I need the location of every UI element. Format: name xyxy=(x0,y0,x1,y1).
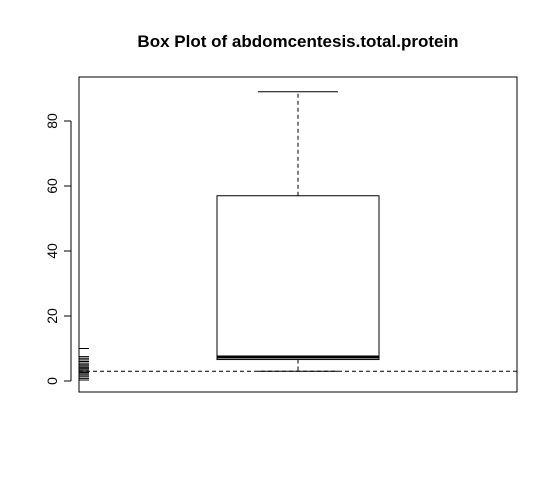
y-tick-label: 80 xyxy=(44,113,60,129)
y-axis: 0 20 40 60 80 xyxy=(44,113,72,385)
y-tick-label: 60 xyxy=(44,178,60,194)
box-plot xyxy=(79,91,517,372)
y-tick-label: 40 xyxy=(44,243,60,259)
rug-marks xyxy=(79,348,89,381)
interquartile-box xyxy=(216,195,380,361)
chart-title: Box Plot of abdomcentesis.total.protein xyxy=(137,32,458,51)
plot-frame xyxy=(78,76,518,393)
y-tick-label: 0 xyxy=(44,377,60,385)
y-tick-label: 20 xyxy=(44,308,60,324)
